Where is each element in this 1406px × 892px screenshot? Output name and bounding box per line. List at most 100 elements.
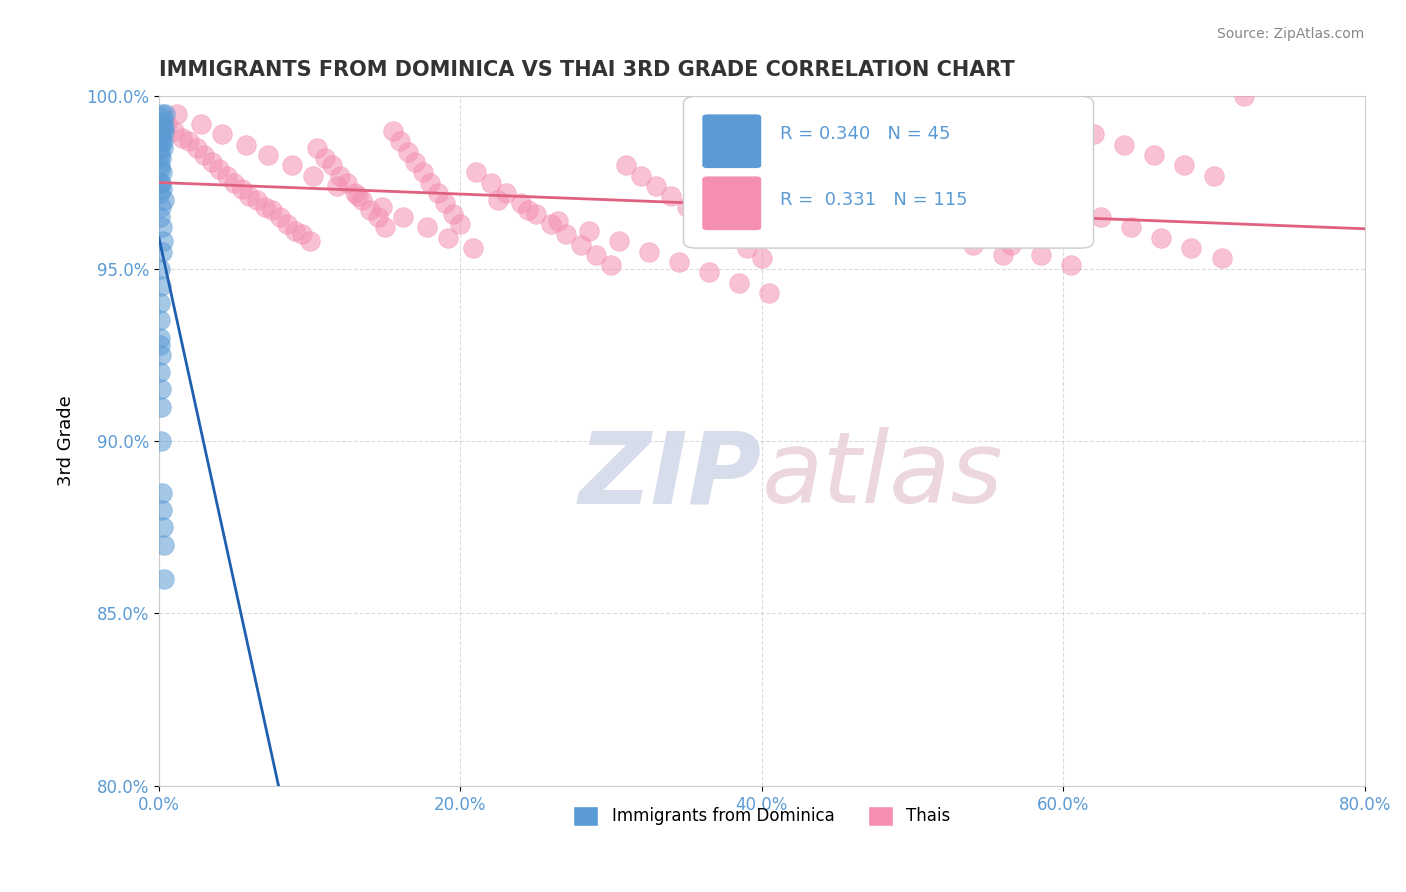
Point bbox=[152, 520, 174, 534]
Point bbox=[367, 210, 389, 224]
Point bbox=[246, 193, 269, 207]
Point bbox=[149, 134, 172, 148]
Point bbox=[661, 189, 683, 203]
Point bbox=[149, 296, 172, 310]
Point bbox=[638, 244, 661, 259]
Point bbox=[155, 117, 177, 131]
Point bbox=[932, 227, 955, 242]
Point bbox=[901, 217, 924, 231]
Y-axis label: 3rd Grade: 3rd Grade bbox=[58, 396, 75, 486]
Point bbox=[149, 210, 172, 224]
Point bbox=[849, 186, 872, 200]
Point bbox=[150, 220, 173, 235]
Point bbox=[149, 176, 172, 190]
Point bbox=[991, 248, 1014, 262]
Point bbox=[1204, 169, 1226, 183]
Point bbox=[1233, 89, 1256, 103]
Point bbox=[818, 176, 841, 190]
Point bbox=[675, 200, 697, 214]
Text: atlas: atlas bbox=[762, 427, 1004, 524]
Point bbox=[276, 217, 298, 231]
Point bbox=[193, 148, 215, 162]
Point bbox=[939, 217, 962, 231]
Point bbox=[969, 227, 991, 242]
Point bbox=[789, 165, 811, 179]
Point bbox=[578, 224, 600, 238]
Point bbox=[426, 186, 449, 200]
Text: IMMIGRANTS FROM DOMINICA VS THAI 3RD GRADE CORRELATION CHART: IMMIGRANTS FROM DOMINICA VS THAI 3RD GRA… bbox=[159, 60, 1015, 79]
Point bbox=[149, 141, 172, 155]
Point bbox=[149, 331, 172, 345]
Point bbox=[150, 503, 173, 517]
Point bbox=[208, 161, 231, 176]
Point bbox=[392, 210, 415, 224]
Point bbox=[437, 231, 460, 245]
Point bbox=[879, 196, 901, 211]
Point bbox=[149, 110, 172, 124]
Point bbox=[149, 261, 172, 276]
Point bbox=[149, 200, 172, 214]
Point bbox=[540, 217, 562, 231]
Point bbox=[479, 176, 502, 190]
Point bbox=[374, 220, 396, 235]
Point bbox=[149, 279, 172, 293]
Point bbox=[149, 117, 172, 131]
Point bbox=[412, 165, 434, 179]
Point bbox=[224, 176, 246, 190]
Point bbox=[291, 227, 314, 242]
Point bbox=[153, 124, 176, 138]
Point bbox=[600, 258, 623, 272]
Text: ZIP: ZIP bbox=[579, 427, 762, 524]
Point bbox=[152, 134, 174, 148]
Point bbox=[152, 193, 174, 207]
Point bbox=[841, 196, 863, 211]
Point bbox=[150, 124, 173, 138]
Point bbox=[630, 169, 652, 183]
Text: R = 0.340   N = 45: R = 0.340 N = 45 bbox=[780, 126, 950, 144]
Point bbox=[585, 248, 607, 262]
Point bbox=[149, 161, 172, 176]
Point bbox=[336, 176, 359, 190]
Point bbox=[1052, 117, 1074, 131]
Point bbox=[153, 537, 176, 551]
Point bbox=[329, 169, 352, 183]
Point bbox=[326, 179, 349, 194]
Point bbox=[359, 203, 381, 218]
Point bbox=[280, 158, 302, 172]
Point bbox=[149, 337, 172, 351]
Point bbox=[404, 155, 426, 169]
Point bbox=[152, 120, 174, 135]
Point bbox=[728, 276, 751, 290]
Point bbox=[211, 128, 233, 142]
Point bbox=[150, 176, 173, 190]
Point bbox=[1060, 258, 1083, 272]
Point bbox=[307, 141, 329, 155]
Point bbox=[1143, 148, 1166, 162]
Point bbox=[152, 572, 174, 586]
Point bbox=[495, 186, 517, 200]
Point bbox=[1000, 237, 1022, 252]
Point bbox=[150, 165, 173, 179]
Point bbox=[441, 206, 464, 220]
Point bbox=[150, 182, 173, 196]
Point bbox=[149, 186, 172, 200]
Point bbox=[434, 196, 457, 211]
Point bbox=[396, 145, 419, 159]
Text: R =  0.331   N = 115: R = 0.331 N = 115 bbox=[780, 191, 967, 209]
Point bbox=[416, 220, 439, 235]
Point bbox=[152, 113, 174, 128]
Point bbox=[256, 148, 278, 162]
Point bbox=[509, 196, 531, 211]
Point bbox=[343, 186, 366, 200]
Legend: Immigrants from Dominica, Thais: Immigrants from Dominica, Thais bbox=[567, 799, 957, 832]
Point bbox=[314, 152, 336, 166]
Point bbox=[166, 106, 188, 120]
Point bbox=[179, 134, 201, 148]
Point bbox=[149, 158, 172, 172]
Point bbox=[464, 165, 486, 179]
Point bbox=[758, 285, 780, 300]
Point bbox=[449, 217, 471, 231]
Point bbox=[1121, 220, 1143, 235]
Point bbox=[1083, 128, 1105, 142]
Point bbox=[555, 227, 578, 242]
